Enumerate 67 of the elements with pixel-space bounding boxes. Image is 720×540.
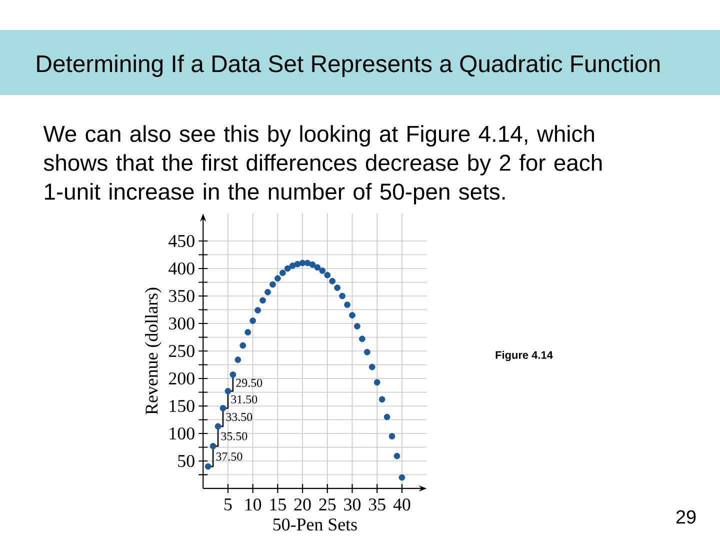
x-tick-label: 25 [319,498,336,511]
y-tick-label: 50 [178,454,194,468]
y-tick-label: 200 [168,372,194,385]
point [339,292,346,300]
point [260,297,266,304]
y-tick-label: 100 [170,427,194,440]
point [304,260,311,266]
point [240,342,246,349]
x-tick-label: 20 [294,498,311,511]
point [264,288,271,296]
point [284,265,291,272]
point [368,364,376,370]
x-tick-label: 30 [344,498,361,511]
annotation: 35.50 [221,432,248,440]
point [344,302,350,308]
x-tick-label: 35 [368,498,386,511]
point [224,388,232,394]
point [329,278,336,284]
point [354,323,360,330]
point [314,264,321,271]
x-tick-label: 15 [270,498,286,511]
point [394,452,400,460]
point [398,474,406,481]
caption: Figure 4.14 [496,350,553,362]
x-tick-label: 40 [393,498,410,511]
point [210,442,216,450]
point [234,356,242,363]
point [334,284,341,291]
point [358,336,366,342]
point [388,433,396,440]
point [254,307,261,314]
point [324,272,331,278]
x-tick-label: 10 [245,498,262,511]
x-axis-title: 50-Pen Sets [273,518,357,531]
y-axis-title: Revenue (dollars) [145,288,162,414]
point [294,260,301,268]
point [378,396,386,403]
y-tick-label: 400 [168,262,194,275]
y-tick-label: 150 [170,400,194,412]
chart-title: Determining If a Data Set Represents a Quadratic Function [37,54,660,77]
point [220,404,226,412]
point [384,414,390,420]
point [279,270,286,276]
point [250,318,256,324]
point [349,312,356,318]
annotation: 31.50 [231,395,258,404]
point [244,329,252,336]
text: 29 [676,510,696,524]
point [374,379,380,386]
y-tick-label: 350 [169,290,194,302]
annotation: 29.50 [236,378,262,387]
point [204,463,212,470]
point [230,371,236,378]
y-tick-label: 250 [168,344,194,358]
annotation: 37.50 [216,452,242,461]
point [309,261,316,268]
point [364,348,370,356]
y-tick-label: 450 [168,234,194,248]
point [214,423,222,430]
point [319,267,326,274]
point [270,281,276,288]
chart-subtitle: We can also see this by looking at Figure 4.14, which shows that the first differences decrease by 2 for each 1-unit increase in the number of 50-pen sets. [43,125,602,204]
x-tick-label: 5 [224,498,232,510]
point [289,262,296,269]
y-tick-label: 300 [169,317,194,330]
point [274,275,281,282]
annotation: 33.50 [226,412,252,422]
